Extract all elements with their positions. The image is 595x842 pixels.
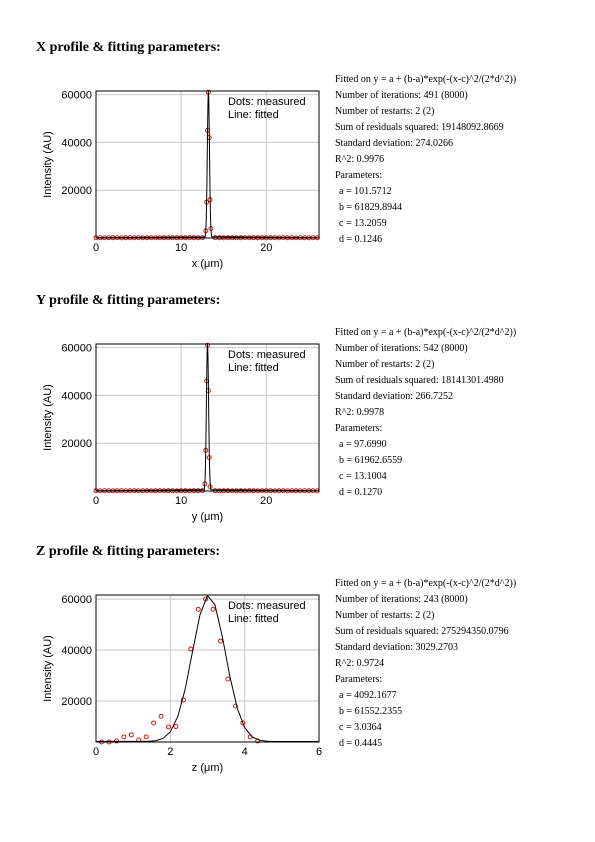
chart: X profile & fitting parameters: Fitted on…	[36, 40, 516, 270]
y-tick-label: 20000	[61, 185, 92, 197]
y-tick-label: 40000	[61, 390, 92, 402]
measured-point	[195, 606, 201, 612]
fit-parameter: d = 0.1270	[339, 487, 382, 498]
chart: Y profile & fitting parameters: Fitted on…	[36, 293, 516, 523]
fitted-line	[96, 595, 319, 742]
measured-point	[225, 676, 231, 682]
fit-parameter: a = 4092.1677	[339, 690, 397, 701]
y-axis-label: Intensity (AU)	[42, 635, 54, 702]
measured-point	[158, 713, 164, 719]
legend-entry: Dots: measured	[228, 96, 306, 108]
x-tick-label: 0	[93, 495, 99, 507]
fit-parameter: Standard deviation: 3029.2703	[335, 642, 458, 653]
plot-frame	[95, 90, 320, 239]
plot-area	[96, 344, 319, 491]
fit-parameter: Parameters:	[335, 423, 382, 434]
legend-entry: Dots: measured	[228, 600, 306, 612]
legend-entry: Line: fitted	[228, 362, 279, 374]
fit-parameter: Number of restarts: 2 (2)	[335, 106, 434, 117]
plot-frame	[95, 594, 320, 743]
fit-parameter: Sum of residuals squared: 275294350.0796	[335, 626, 509, 637]
y-tick-label: 20000	[61, 696, 92, 708]
fit-parameter: Number of restarts: 2 (2)	[335, 359, 434, 370]
x-tick-label: 0	[93, 242, 99, 254]
y-tick-label: 20000	[61, 438, 92, 450]
measured-point	[232, 703, 238, 709]
fit-parameter: c = 3.0364	[339, 722, 382, 733]
measured-point	[240, 720, 246, 726]
x-tick-label: 6	[316, 746, 322, 758]
fit-parameter: b = 61829.8944	[339, 202, 402, 213]
fit-parameter: Fitted on y = a + (b-a)*exp(-(x-c)^2/(2*…	[335, 578, 516, 589]
y-tick-label: 40000	[61, 137, 92, 149]
x-axis-label: y (μm)	[192, 511, 223, 523]
legend-entry: Line: fitted	[228, 109, 279, 121]
fitted-line	[96, 91, 319, 238]
measured-point	[128, 732, 134, 738]
fit-parameter: b = 61962.6559	[339, 455, 402, 466]
fit-parameter: Sum of residuals squared: 18141301.4980	[335, 375, 504, 386]
section-title: Y profile & fitting parameters:	[36, 293, 220, 308]
plot-frame	[95, 343, 320, 492]
y-tick-label: 60000	[61, 343, 92, 355]
fit-parameter: Sum of residuals squared: 19148092.8669	[335, 122, 504, 133]
measured-point	[151, 720, 157, 726]
chart: Z profile & fitting parameters: Fitted on…	[36, 544, 516, 774]
x-tick-label: 10	[175, 495, 187, 507]
x-tick-label: 10	[175, 242, 187, 254]
fit-parameter: Number of iterations: 491 (8000)	[335, 90, 468, 101]
fit-parameter: a = 101.5712	[339, 186, 392, 197]
measured-point	[121, 734, 127, 740]
fit-parameter: R^2: 0.9724	[335, 658, 384, 669]
measured-point	[166, 724, 171, 730]
x-tick-label: 4	[242, 746, 248, 758]
measured-point	[143, 734, 149, 740]
y-axis-label: Intensity (AU)	[42, 131, 54, 198]
fit-parameter: c = 13.1004	[339, 471, 387, 482]
x-tick-label: 20	[260, 495, 272, 507]
fit-parameter: Fitted on y = a + (b-a)*exp(-(x-c)^2/(2*…	[335, 327, 516, 338]
y-tick-label: 60000	[61, 594, 92, 606]
fit-parameter: Number of iterations: 542 (8000)	[335, 343, 468, 354]
y-tick-label: 60000	[61, 90, 92, 102]
fit-parameter: d = 0.1246	[339, 234, 382, 245]
section-title: X profile & fitting parameters:	[36, 40, 221, 55]
fit-parameter: d = 0.4445	[339, 738, 382, 749]
fit-parameter: Parameters:	[335, 674, 382, 685]
fit-parameter: c = 13.2059	[339, 218, 387, 229]
y-tick-label: 40000	[61, 645, 92, 657]
legend-entry: Dots: measured	[228, 349, 306, 361]
legend-entry: Line: fitted	[228, 613, 279, 625]
fit-parameter: Parameters:	[335, 170, 382, 181]
x-tick-label: 2	[167, 746, 173, 758]
fit-parameter: Fitted on y = a + (b-a)*exp(-(x-c)^2/(2*…	[335, 74, 516, 85]
fit-parameter: b = 61552.2355	[339, 706, 402, 717]
fit-parameter: Number of iterations: 243 (8000)	[335, 594, 468, 605]
plot-area	[96, 595, 319, 742]
measured-point	[173, 724, 179, 729]
measured-point	[210, 606, 216, 612]
measured-point	[218, 638, 223, 644]
fit-parameter: R^2: 0.9978	[335, 407, 384, 418]
fitted-line	[96, 344, 319, 491]
fit-parameter: Standard deviation: 266.7252	[335, 391, 453, 402]
x-tick-label: 20	[260, 242, 272, 254]
x-tick-label: 0	[93, 746, 99, 758]
fit-parameter: R^2: 0.9976	[335, 154, 384, 165]
x-axis-label: z (μm)	[192, 762, 223, 774]
fit-parameter: Standard deviation: 274.0266	[335, 138, 453, 149]
x-axis-label: x (μm)	[192, 258, 223, 270]
measured-point	[180, 697, 186, 703]
fit-parameter: a = 97.6990	[339, 439, 387, 450]
section-title: Z profile & fitting parameters:	[36, 544, 220, 559]
y-axis-label: Intensity (AU)	[42, 384, 54, 451]
fit-parameter: Number of restarts: 2 (2)	[335, 610, 434, 621]
